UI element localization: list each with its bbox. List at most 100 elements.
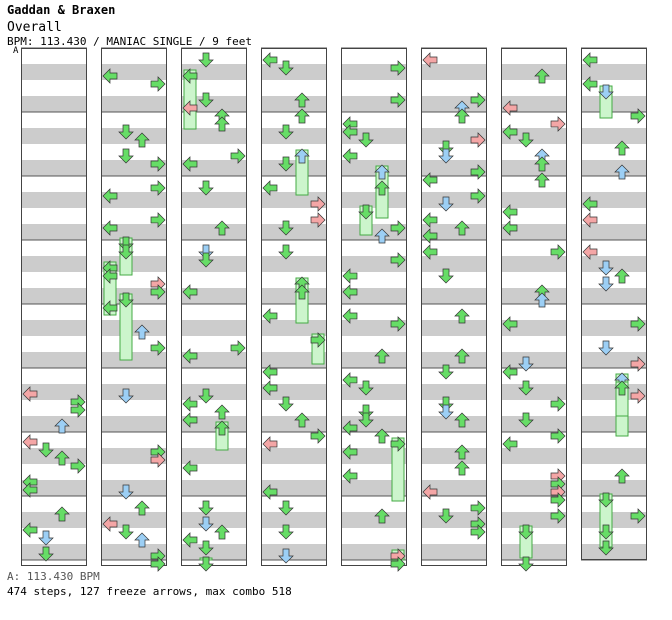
- right-arrow-icon: [390, 556, 406, 572]
- up-arrow-icon: [614, 164, 630, 180]
- down-arrow-icon: [198, 244, 214, 260]
- left-arrow-icon: [182, 68, 198, 84]
- left-arrow-icon: [502, 204, 518, 220]
- down-arrow-icon: [598, 524, 614, 540]
- up-arrow-icon: [134, 132, 150, 148]
- down-arrow-icon: [198, 52, 214, 68]
- beat-band: [581, 96, 647, 112]
- beat-band: [181, 128, 247, 144]
- left-arrow-icon: [502, 436, 518, 452]
- beat-band: [421, 160, 487, 176]
- beat-band: [501, 224, 567, 240]
- column-border: [181, 48, 247, 566]
- down-arrow-icon: [38, 530, 54, 546]
- beat-band: [341, 448, 407, 464]
- chart-column-1: [21, 47, 87, 566]
- down-arrow-icon: [198, 516, 214, 532]
- left-arrow-icon: [22, 386, 38, 402]
- right-arrow-icon: [230, 340, 246, 356]
- down-arrow-icon: [278, 60, 294, 76]
- beat-band: [181, 384, 247, 400]
- down-arrow-icon: [198, 556, 214, 572]
- beat-band: [101, 96, 167, 112]
- beat-band: [21, 352, 87, 368]
- beat-band: [101, 544, 167, 560]
- left-arrow-icon: [262, 364, 278, 380]
- beat-band: [341, 352, 407, 368]
- down-arrow-icon: [598, 492, 614, 508]
- chart-column-6: [421, 47, 487, 566]
- down-arrow-icon: [438, 196, 454, 212]
- beat-band: [341, 128, 407, 144]
- down-arrow-icon: [518, 380, 534, 396]
- down-arrow-icon: [518, 412, 534, 428]
- right-arrow-icon: [390, 436, 406, 452]
- up-arrow-icon: [454, 460, 470, 476]
- column-border: [101, 48, 167, 566]
- left-arrow-icon: [422, 212, 438, 228]
- beat-band: [21, 160, 87, 176]
- chart-column-2: [101, 47, 167, 572]
- beat-band: [501, 480, 567, 496]
- beat-band: [581, 352, 647, 368]
- beat-band: [101, 320, 167, 336]
- beat-band: [261, 320, 327, 336]
- left-arrow-icon: [342, 124, 358, 140]
- beat-band: [341, 224, 407, 240]
- down-arrow-icon: [118, 124, 134, 140]
- down-arrow-icon: [438, 364, 454, 380]
- beat-band: [21, 512, 87, 528]
- beat-band: [261, 64, 327, 80]
- right-arrow-icon: [390, 60, 406, 76]
- beat-band: [181, 480, 247, 496]
- beat-band: [101, 352, 167, 368]
- left-arrow-icon: [582, 52, 598, 68]
- beat-band: [21, 384, 87, 400]
- up-arrow-icon: [214, 524, 230, 540]
- beat-band: [421, 352, 487, 368]
- right-arrow-icon: [310, 196, 326, 212]
- beat-band: [581, 192, 647, 208]
- column-border: [21, 48, 87, 566]
- up-arrow-icon: [134, 500, 150, 516]
- left-arrow-icon: [182, 532, 198, 548]
- section-marker: A: [13, 46, 19, 56]
- right-arrow-icon: [630, 316, 646, 332]
- beat-band: [581, 320, 647, 336]
- chart-info: BPM: 113.430 / MANIAC SINGLE / 9 feet: [7, 35, 253, 48]
- left-arrow-icon: [182, 412, 198, 428]
- right-arrow-icon: [150, 452, 166, 468]
- beat-band: [341, 64, 407, 80]
- left-arrow-icon: [582, 196, 598, 212]
- left-arrow-icon: [342, 284, 358, 300]
- beat-band: [181, 288, 247, 304]
- down-arrow-icon: [118, 292, 134, 308]
- left-arrow-icon: [502, 316, 518, 332]
- beat-band: [101, 512, 167, 528]
- beat-band: [421, 480, 487, 496]
- down-arrow-icon: [358, 412, 374, 428]
- beat-band: [501, 288, 567, 304]
- column-border: [341, 48, 407, 566]
- beat-band: [341, 192, 407, 208]
- down-arrow-icon: [278, 524, 294, 540]
- right-arrow-icon: [550, 492, 566, 508]
- column-border: [421, 48, 487, 566]
- beat-band: [501, 512, 567, 528]
- beat-band: [341, 320, 407, 336]
- beat-band: [421, 320, 487, 336]
- right-arrow-icon: [550, 508, 566, 524]
- right-arrow-icon: [390, 316, 406, 332]
- left-arrow-icon: [262, 52, 278, 68]
- up-arrow-icon: [294, 412, 310, 428]
- beat-band: [21, 96, 87, 112]
- right-arrow-icon: [630, 356, 646, 372]
- down-arrow-icon: [278, 220, 294, 236]
- up-arrow-icon: [534, 292, 550, 308]
- down-arrow-icon: [518, 356, 534, 372]
- beat-band: [341, 480, 407, 496]
- beat-band: [501, 320, 567, 336]
- left-arrow-icon: [422, 484, 438, 500]
- up-arrow-icon: [54, 506, 70, 522]
- up-arrow-icon: [54, 418, 70, 434]
